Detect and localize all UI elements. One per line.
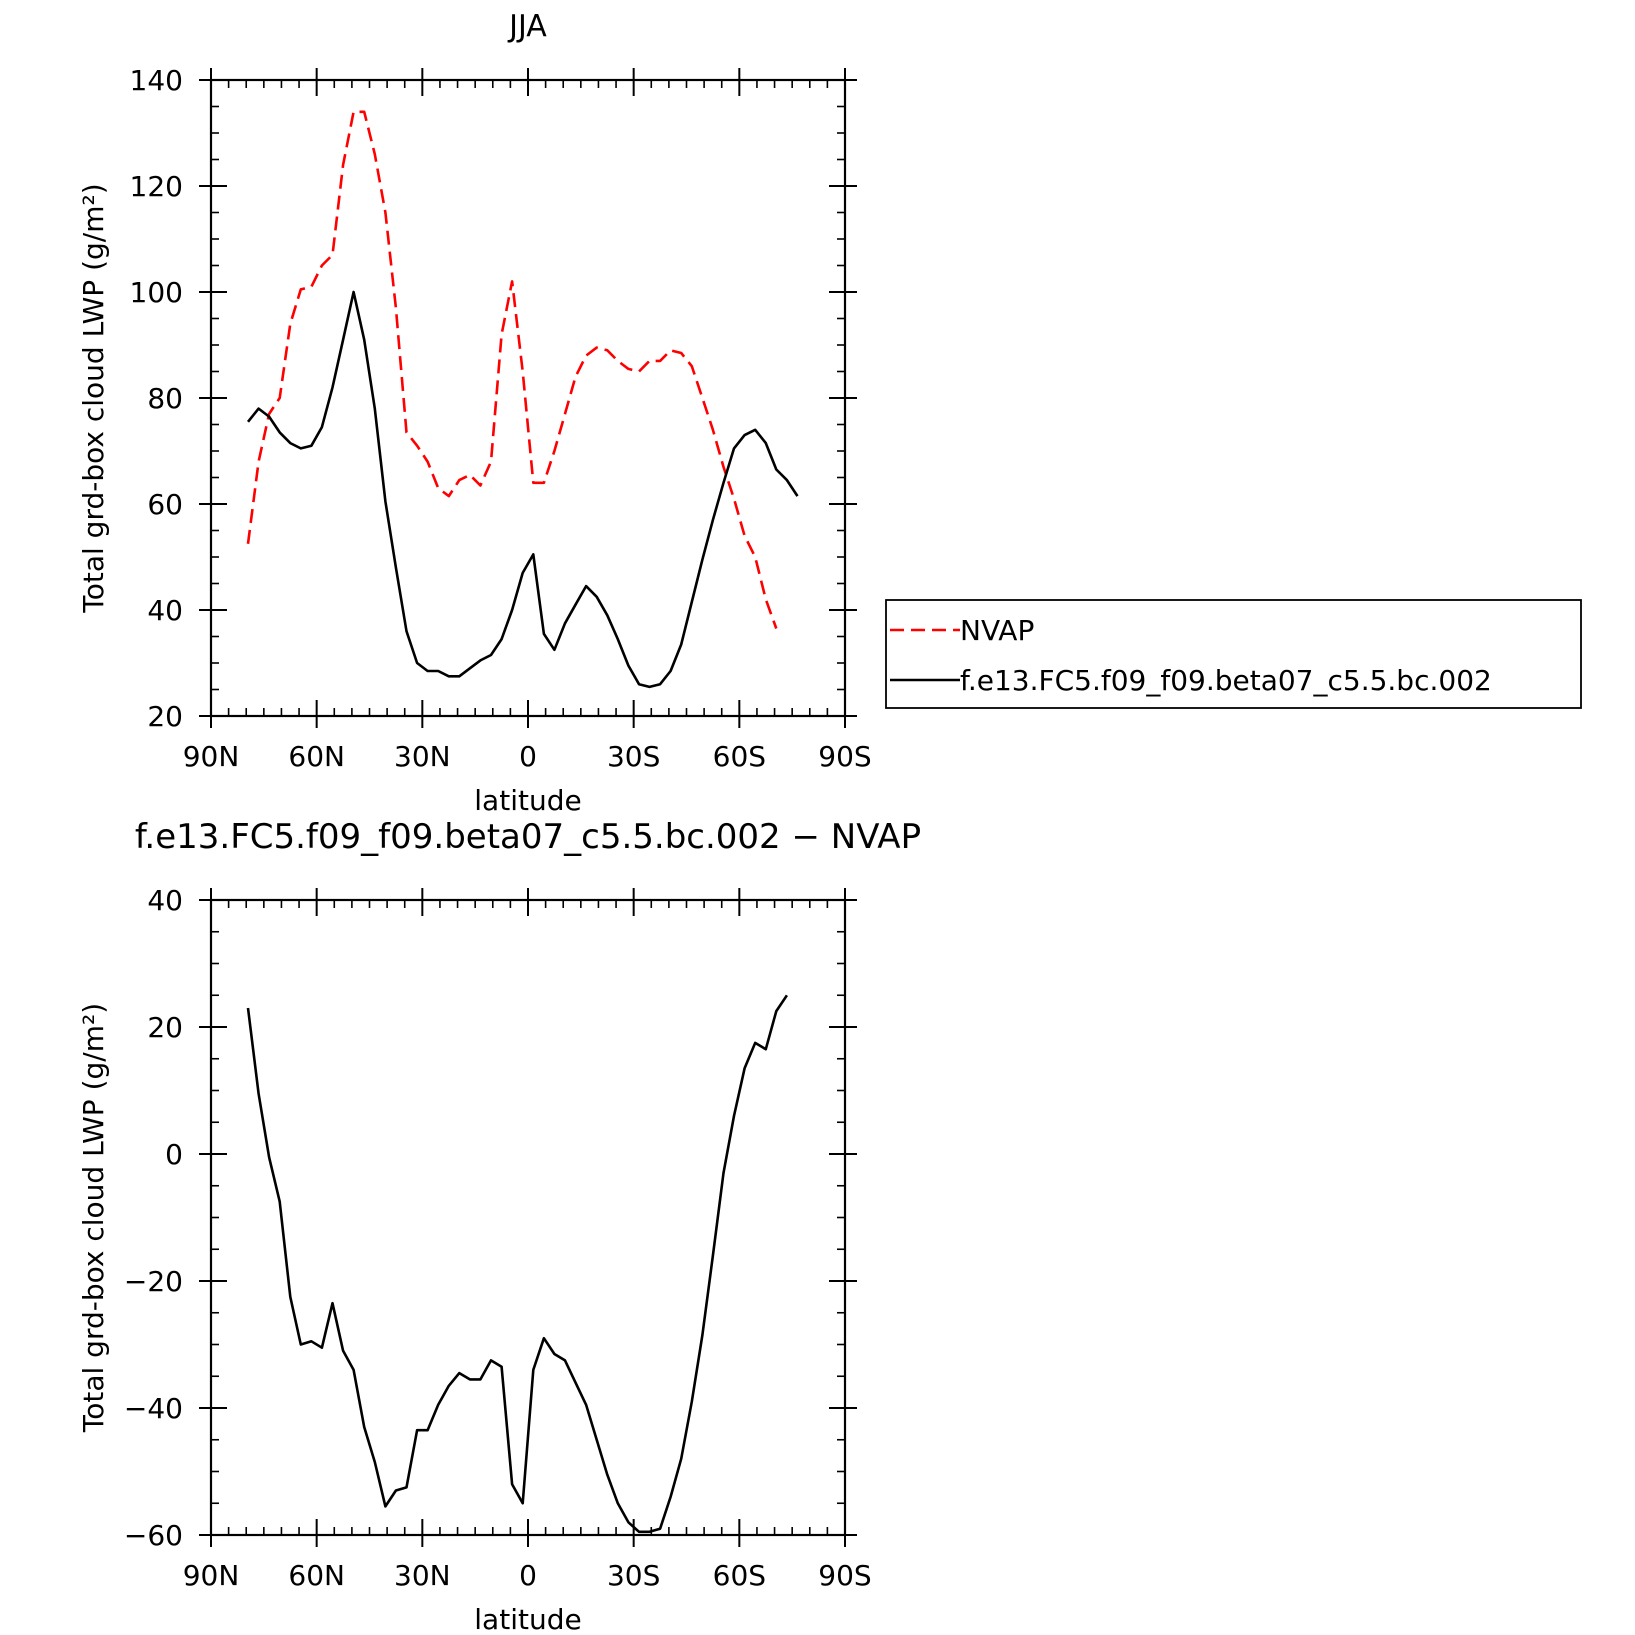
y-tick-label: 80 [147, 382, 183, 415]
legend: NVAP f.e13.FC5.f09_f09.beta07_c5.5.bc.002 [885, 599, 1582, 709]
x-tick-label: 30N [394, 1559, 451, 1592]
series-line-nvap [246, 110, 778, 629]
bottom-panel-difference: 90N 60N 30N 0 30S 60S 90S −60 −40 −20 0 20 40 f.e13.F… [77, 817, 921, 1635]
x-tick-label: 90N [183, 740, 240, 773]
y-tick-label: −20 [124, 1265, 183, 1298]
y-tick-label: 100 [130, 276, 183, 309]
legend-box [885, 599, 1582, 709]
legend-entry-label: NVAP [960, 614, 1034, 647]
chart-title: f.e13.FC5.f09_f09.beta07_c5.5.bc.002 − N… [135, 817, 921, 857]
x-tick-label: 90S [818, 740, 871, 773]
y-axis-label: Total grd-box cloud LWP (g/m²) [77, 1003, 110, 1433]
y-tick-label: 0 [165, 1138, 183, 1171]
y-tick-label: −60 [124, 1519, 183, 1552]
top-panel-jja: 90N 60N 30N 0 30S 60S 90S 20 40 60 80 100 120 140 JJA l… [77, 9, 872, 817]
x-tick-label: 30S [607, 740, 660, 773]
x-axis-label: latitude [474, 784, 581, 817]
legend-entry-label: f.e13.FC5.f09_f09.beta07_c5.5.bc.002 [960, 664, 1492, 697]
y-tick-label: 40 [147, 884, 183, 917]
y-tick-label: 20 [147, 700, 183, 733]
x-tick-label: 60S [713, 1559, 766, 1592]
x-tick-label: 30S [607, 1559, 660, 1592]
y-tick-label: 140 [130, 64, 183, 97]
x-tick-label: 90S [818, 1559, 871, 1592]
y-tick-label: 40 [147, 594, 183, 627]
plot-frame [209, 78, 847, 718]
x-tick-label: 90N [183, 1559, 240, 1592]
y-tick-label: −40 [124, 1392, 183, 1425]
chart-title: JJA [507, 9, 547, 44]
y-tick-label: 60 [147, 488, 183, 521]
x-tick-label: 60N [288, 1559, 345, 1592]
y-tick-label: 120 [130, 170, 183, 203]
x-tick-label: 60S [713, 740, 766, 773]
x-tick-label: 0 [519, 1559, 537, 1592]
y-axis-label: Total grd-box cloud LWP (g/m²) [77, 183, 110, 613]
x-tick-label: 60N [288, 740, 345, 773]
y-tick-label: 20 [147, 1011, 183, 1044]
series-line-difference [246, 994, 788, 1534]
x-axis-label: latitude [474, 1603, 581, 1635]
x-tick-label: 0 [519, 740, 537, 773]
x-tick-label: 30N [394, 740, 451, 773]
series-line-f-e13-fc5-f09-f09-beta07-c5-5-bc-002 [246, 290, 799, 689]
